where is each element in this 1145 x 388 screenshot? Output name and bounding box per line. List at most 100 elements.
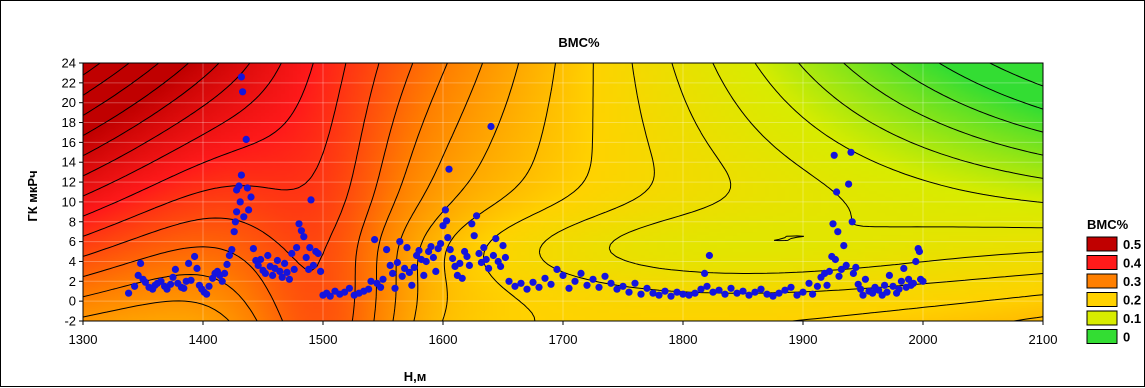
data-point xyxy=(367,277,375,285)
data-point xyxy=(487,122,495,131)
data-point xyxy=(125,289,133,297)
data-point xyxy=(709,288,717,296)
data-point xyxy=(290,265,298,273)
data-point xyxy=(191,252,199,261)
data-point xyxy=(541,274,549,282)
contour-line xyxy=(83,63,380,272)
data-point xyxy=(473,212,481,220)
data-point xyxy=(655,291,663,299)
data-point xyxy=(847,148,855,156)
data-point xyxy=(813,282,822,290)
data-point xyxy=(701,269,709,277)
legend-label: 0.3 xyxy=(1123,274,1141,289)
legend-swatch xyxy=(1086,292,1118,307)
data-point xyxy=(482,255,490,264)
data-point xyxy=(625,288,633,296)
legend-label: 0.5 xyxy=(1123,237,1141,252)
data-point xyxy=(295,220,303,228)
data-point xyxy=(371,236,379,244)
contour-line xyxy=(483,63,1043,321)
data-point xyxy=(264,251,272,260)
data-point xyxy=(769,292,777,300)
y-tick-label: 22 xyxy=(62,75,76,90)
data-point xyxy=(619,282,627,290)
data-point xyxy=(489,251,497,260)
data-point xyxy=(422,257,430,266)
data-point xyxy=(187,276,195,284)
data-point xyxy=(309,261,317,269)
x-tick-label: 1900 xyxy=(789,332,818,347)
data-point xyxy=(288,249,296,258)
data-point xyxy=(787,283,795,291)
data-point xyxy=(727,284,735,292)
data-point xyxy=(691,289,699,297)
data-point xyxy=(239,88,247,96)
data-point xyxy=(415,246,423,255)
data-point xyxy=(667,292,675,300)
data-point xyxy=(446,246,454,254)
data-point xyxy=(912,257,920,266)
data-point xyxy=(809,290,817,298)
contour-lines xyxy=(83,63,1043,321)
x-tick-label: 1300 xyxy=(69,332,98,347)
data-point xyxy=(661,287,669,295)
data-point xyxy=(137,259,145,267)
data-point xyxy=(278,273,286,281)
data-point xyxy=(228,246,236,254)
y-tick-label: 24 xyxy=(62,56,76,71)
x-axis-label: Н,м xyxy=(404,369,427,384)
data-point xyxy=(243,184,251,192)
data-point xyxy=(631,279,639,287)
y-tick-label: 20 xyxy=(62,95,76,110)
data-point xyxy=(637,290,645,298)
x-tick-label: 1600 xyxy=(429,332,458,347)
data-point xyxy=(875,286,883,294)
data-point xyxy=(240,213,248,221)
data-point xyxy=(492,235,500,243)
legend-title: ВМС% xyxy=(1087,217,1129,232)
data-point xyxy=(607,279,615,287)
data-point xyxy=(835,272,843,280)
data-point xyxy=(302,253,310,262)
data-point xyxy=(141,278,149,286)
data-point xyxy=(793,291,801,299)
x-tick-label: 2100 xyxy=(1029,332,1058,347)
data-point xyxy=(236,198,244,206)
data-point xyxy=(221,269,229,277)
data-point xyxy=(468,220,476,228)
data-point xyxy=(905,275,913,283)
x-tick-label: 1400 xyxy=(189,332,218,347)
data-point xyxy=(408,281,416,289)
data-point xyxy=(134,271,142,279)
data-point xyxy=(441,206,449,214)
data-point xyxy=(306,244,314,252)
data-point xyxy=(470,232,478,240)
y-tick-label: 12 xyxy=(62,175,76,190)
data-point xyxy=(171,265,179,273)
data-point xyxy=(833,188,841,196)
data-point xyxy=(861,275,870,283)
data-point xyxy=(185,259,193,267)
data-point xyxy=(799,288,807,296)
data-point xyxy=(583,281,591,289)
data-point xyxy=(909,279,918,287)
data-point xyxy=(463,252,471,261)
data-point xyxy=(283,268,291,276)
data-point xyxy=(721,290,729,298)
data-point xyxy=(848,218,856,226)
data-point xyxy=(915,247,924,256)
legend-swatch xyxy=(1086,329,1118,344)
data-point xyxy=(233,208,241,216)
contour-line xyxy=(442,63,1043,321)
data-point xyxy=(205,282,213,290)
data-point xyxy=(511,282,519,290)
contour-line xyxy=(83,63,251,177)
data-point xyxy=(649,289,657,297)
data-point xyxy=(825,267,834,275)
data-point xyxy=(131,282,139,290)
data-point xyxy=(235,182,243,190)
y-tick-label: 8 xyxy=(69,214,76,229)
data-point xyxy=(685,291,693,299)
